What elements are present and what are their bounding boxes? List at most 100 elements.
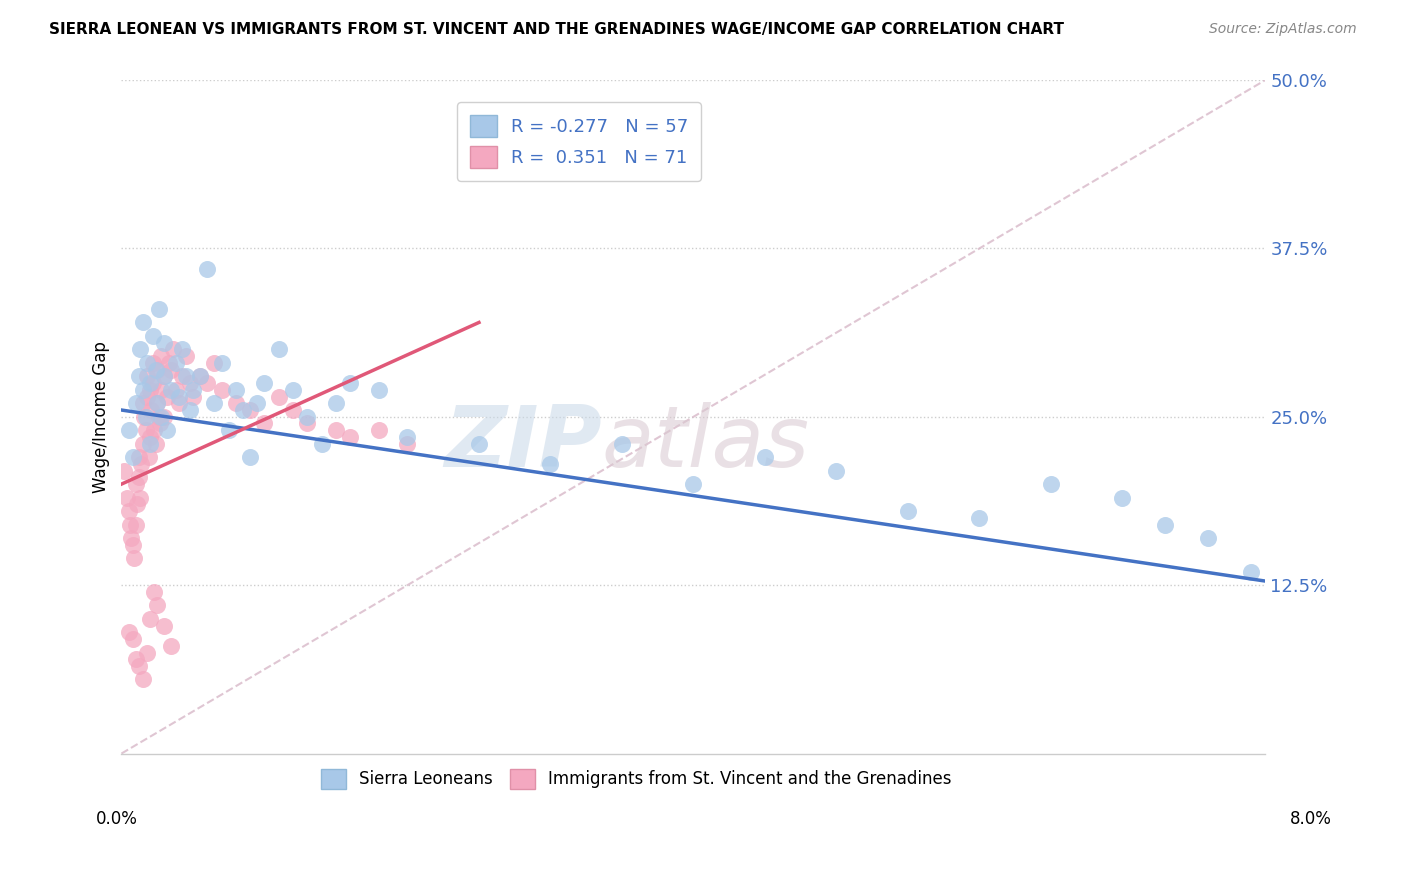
- Point: [297, 417, 319, 431]
- Point: [148, 301, 170, 316]
- Point: [142, 356, 165, 370]
- Point: [1039, 477, 1062, 491]
- Point: [138, 450, 160, 465]
- Point: [165, 356, 187, 370]
- Point: [156, 423, 179, 437]
- Text: atlas: atlas: [602, 402, 810, 485]
- Point: [132, 396, 155, 410]
- Point: [339, 430, 361, 444]
- Point: [135, 423, 157, 437]
- Point: [120, 531, 142, 545]
- Point: [145, 436, 167, 450]
- Point: [682, 477, 704, 491]
- Point: [117, 504, 139, 518]
- Point: [153, 369, 176, 384]
- Point: [897, 504, 920, 518]
- Point: [122, 632, 145, 646]
- Point: [112, 464, 135, 478]
- Text: SIERRA LEONEAN VS IMMIGRANTS FROM ST. VINCENT AND THE GRENADINES WAGE/INCOME GAP: SIERRA LEONEAN VS IMMIGRANTS FROM ST. VI…: [49, 22, 1064, 37]
- Point: [153, 618, 176, 632]
- Point: [128, 659, 150, 673]
- Point: [202, 356, 225, 370]
- Point: [396, 436, 419, 450]
- Point: [127, 497, 149, 511]
- Text: Source: ZipAtlas.com: Source: ZipAtlas.com: [1209, 22, 1357, 37]
- Point: [267, 390, 290, 404]
- Point: [157, 356, 180, 370]
- Point: [825, 464, 848, 478]
- Point: [232, 403, 254, 417]
- Point: [167, 390, 190, 404]
- Point: [146, 396, 169, 410]
- Point: [181, 383, 204, 397]
- Point: [174, 349, 197, 363]
- Point: [160, 362, 183, 376]
- Point: [311, 436, 333, 450]
- Point: [156, 390, 179, 404]
- Point: [297, 409, 319, 424]
- Point: [225, 396, 247, 410]
- Point: [150, 349, 173, 363]
- Point: [150, 409, 173, 424]
- Point: [143, 423, 166, 437]
- Point: [969, 510, 991, 524]
- Point: [367, 383, 389, 397]
- Point: [132, 673, 155, 687]
- Point: [153, 335, 176, 350]
- Point: [468, 436, 491, 450]
- Point: [160, 639, 183, 653]
- Point: [160, 383, 183, 397]
- Point: [115, 491, 138, 505]
- Point: [135, 409, 157, 424]
- Point: [139, 383, 162, 397]
- Point: [1154, 517, 1177, 532]
- Point: [211, 383, 233, 397]
- Point: [281, 383, 304, 397]
- Point: [124, 551, 146, 566]
- Point: [181, 390, 204, 404]
- Point: [131, 457, 153, 471]
- Point: [128, 470, 150, 484]
- Y-axis label: Wage/Income Gap: Wage/Income Gap: [93, 341, 110, 492]
- Point: [1111, 491, 1133, 505]
- Point: [162, 343, 184, 357]
- Point: [132, 383, 155, 397]
- Point: [188, 369, 211, 384]
- Point: [195, 261, 218, 276]
- Point: [367, 423, 389, 437]
- Point: [145, 362, 167, 376]
- Point: [128, 450, 150, 465]
- Point: [122, 450, 145, 465]
- Point: [1240, 565, 1263, 579]
- Point: [148, 409, 170, 424]
- Point: [125, 477, 148, 491]
- Point: [122, 538, 145, 552]
- Point: [134, 409, 156, 424]
- Point: [253, 376, 276, 390]
- Point: [132, 316, 155, 330]
- Point: [139, 436, 162, 450]
- Point: [167, 396, 190, 410]
- Point: [136, 646, 159, 660]
- Point: [139, 430, 162, 444]
- Point: [128, 369, 150, 384]
- Point: [165, 383, 187, 397]
- Point: [179, 403, 201, 417]
- Point: [211, 356, 233, 370]
- Point: [125, 652, 148, 666]
- Point: [129, 343, 152, 357]
- Point: [754, 450, 776, 465]
- Point: [239, 450, 262, 465]
- Point: [125, 396, 148, 410]
- Text: 0.0%: 0.0%: [96, 810, 138, 828]
- Point: [396, 430, 419, 444]
- Point: [339, 376, 361, 390]
- Point: [143, 585, 166, 599]
- Point: [1197, 531, 1219, 545]
- Point: [132, 436, 155, 450]
- Point: [136, 390, 159, 404]
- Point: [141, 403, 163, 417]
- Point: [125, 517, 148, 532]
- Point: [146, 362, 169, 376]
- Point: [153, 409, 176, 424]
